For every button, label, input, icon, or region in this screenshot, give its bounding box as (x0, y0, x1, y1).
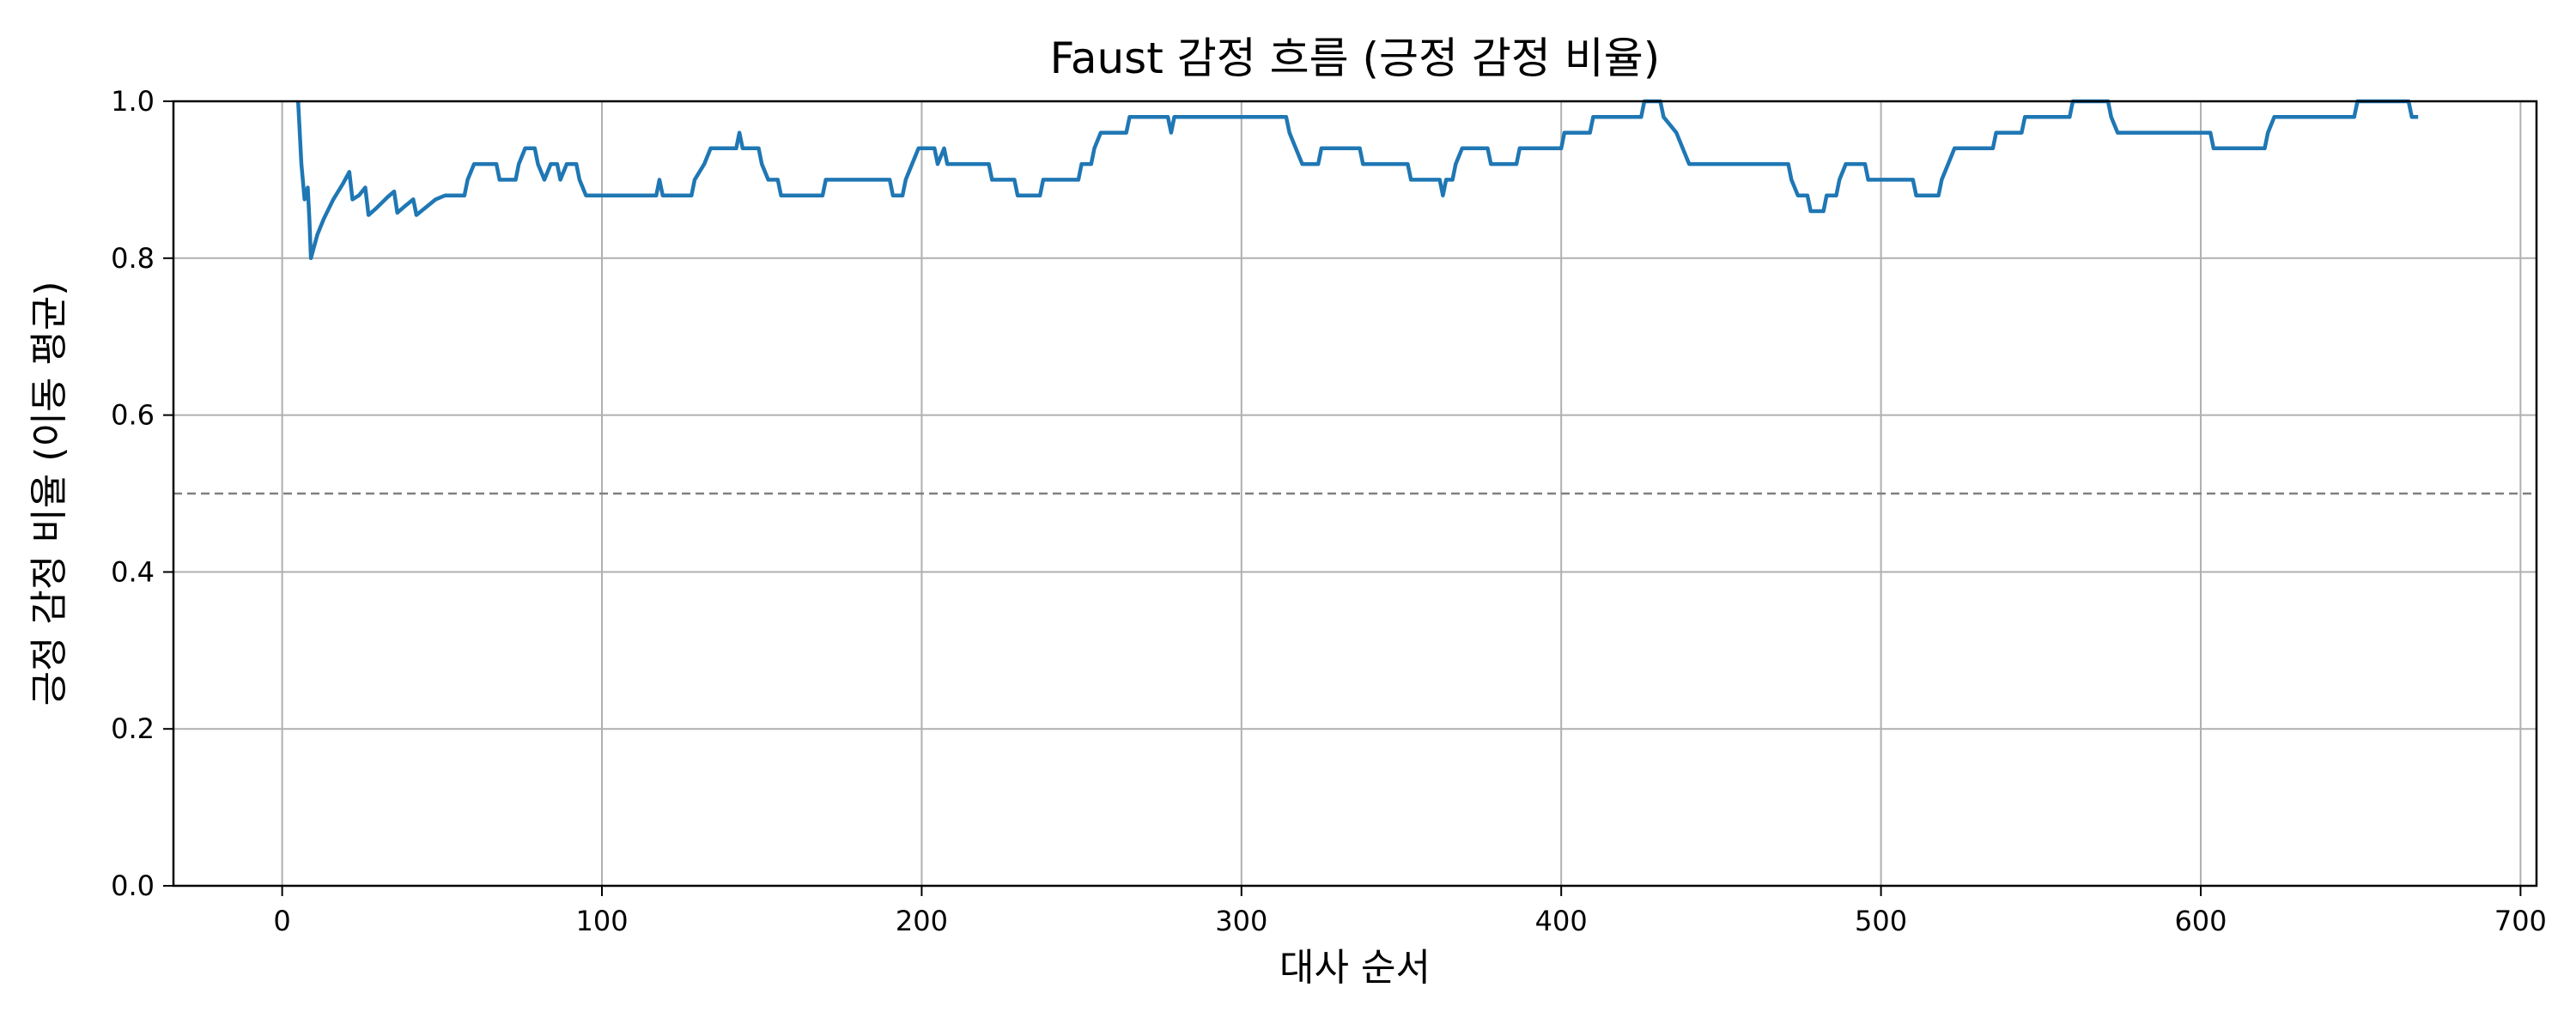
x-tick-label: 300 (1215, 905, 1267, 937)
x-tick-label: 500 (1855, 905, 1907, 937)
x-tick-label: 200 (896, 905, 948, 937)
y-axis-label: 긍정 감정 비율 (이동 평균) (27, 281, 71, 706)
chart-title: Faust 감정 흐름 (긍정 감정 비율) (1050, 33, 1661, 83)
y-tick-label: 0.4 (111, 555, 155, 588)
x-tick-label: 0 (273, 905, 290, 937)
series-line (295, 99, 2419, 261)
x-axis-label: 대사 순서 (1279, 946, 1431, 990)
y-tick-label: 0.2 (111, 712, 155, 745)
x-tick-label: 400 (1535, 905, 1588, 937)
y-tick-label: 1.0 (111, 85, 155, 118)
x-axis-ticks: 0 100 200 300 400 500 600 700 (273, 886, 2547, 937)
y-tick-label: 0.0 (111, 869, 155, 902)
x-tick-label: 700 (2494, 905, 2547, 937)
x-tick-label: 600 (2174, 905, 2227, 937)
plot-frame (172, 100, 2538, 888)
x-tick-label: 100 (575, 905, 628, 937)
y-tick-label: 0.8 (111, 242, 155, 275)
series-layer (295, 99, 2419, 261)
y-tick-label: 0.6 (111, 399, 155, 432)
y-axis-ticks: 0.0 0.2 0.4 0.6 0.8 1.0 (111, 85, 173, 902)
